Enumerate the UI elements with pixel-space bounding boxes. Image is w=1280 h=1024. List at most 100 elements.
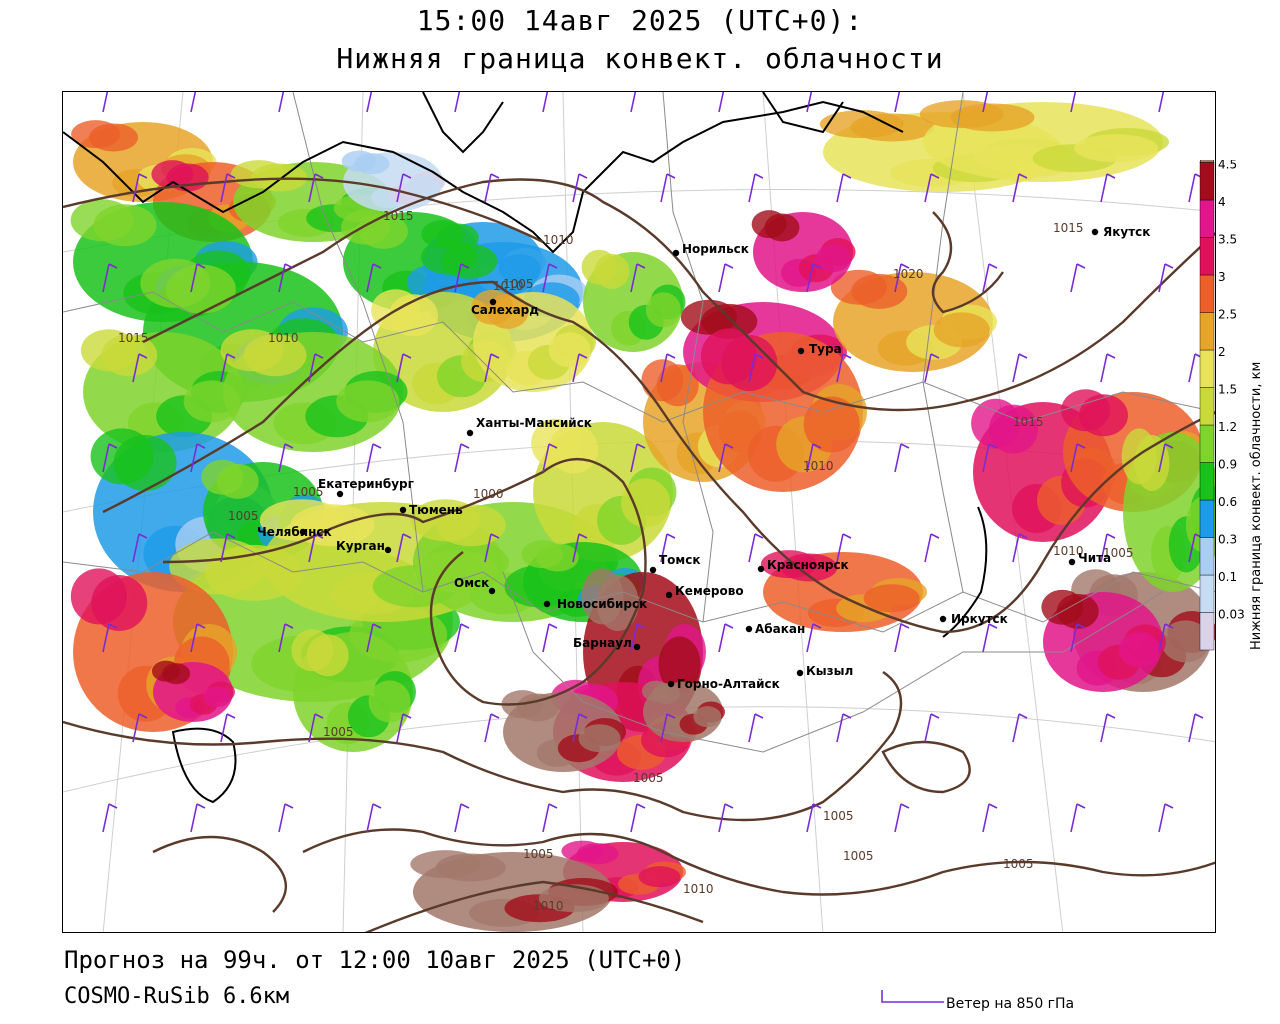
wind-barb <box>718 263 734 293</box>
cloud-patch <box>701 303 758 339</box>
wind-barb <box>1158 803 1174 833</box>
wind-barb <box>454 92 461 113</box>
wind-barb <box>484 713 500 743</box>
legend-arrow-swatch <box>1199 160 1215 163</box>
legend-tick-label: 0.6 <box>1218 495 1237 509</box>
isobar-label: 1005 <box>843 849 874 863</box>
wind-barb <box>454 263 470 293</box>
cloud-patch <box>441 243 498 279</box>
legend-tick-label: 3.5 <box>1218 233 1237 247</box>
wind-barb <box>278 92 285 113</box>
city-markers: Якутск Норильск Салехард Тура Ханты-Мансийск… <box>257 225 1150 691</box>
city-dot <box>672 249 680 257</box>
legend-swatch <box>1199 199 1215 238</box>
wind-barb <box>220 173 236 203</box>
legend-tick-label: 1.5 <box>1218 383 1237 397</box>
wind-barb <box>806 263 822 293</box>
cloud-patch <box>91 574 148 631</box>
wind-barb <box>542 263 558 293</box>
isobar-label: 1005 <box>228 509 259 523</box>
wind-barb <box>278 443 294 473</box>
legend-swatch <box>1199 274 1215 313</box>
wind-barb <box>366 443 382 473</box>
cloud-patch <box>165 264 236 314</box>
forecast-run-info: Прогноз на 99ч. от 12:00 10авг 2025 (UTC… <box>64 946 686 974</box>
isobar-label: 1010 <box>533 899 564 913</box>
wind-barb <box>1070 623 1086 653</box>
city-label: Ханты-Мансийск <box>476 416 592 430</box>
cloud-patch <box>368 680 411 723</box>
cloud-patch <box>101 334 158 377</box>
isobar-label: 1005 <box>323 725 354 739</box>
cloud-patch <box>656 364 699 407</box>
legend-swatch <box>1199 162 1215 201</box>
wind-barb <box>924 353 940 383</box>
cloud-patch <box>781 553 838 582</box>
cloud-patch <box>89 123 139 152</box>
wind-barb <box>102 803 118 833</box>
wind-barb <box>894 92 901 113</box>
city-dot <box>665 591 673 599</box>
legend-title: Нижняя граница конвект. облачности, км <box>1249 362 1264 650</box>
model-name: COSMO-RuSib 6.6км <box>64 984 290 1009</box>
wind-barb <box>748 713 764 743</box>
wind-barb <box>572 353 588 383</box>
isobar-label: 1010 <box>268 331 299 345</box>
isobar-label: 1010 <box>493 279 524 293</box>
wind-barb <box>660 353 676 383</box>
isobar-label: 1015 <box>1013 415 1044 429</box>
cloud-patch <box>578 724 621 753</box>
wind-barb <box>366 623 382 653</box>
city-dot <box>797 347 805 355</box>
wind-barb <box>718 443 734 473</box>
city-dot <box>543 600 551 608</box>
wind-legend: Ветер на 850 гПа <box>880 986 1180 1016</box>
isobar-label: 1005 <box>1103 546 1134 560</box>
city-dot <box>633 643 641 651</box>
city-label: Горно-Алтайск <box>677 677 780 691</box>
wind-barb <box>982 263 998 293</box>
isobar-label: 1005 <box>633 771 664 785</box>
wind-barb <box>102 263 118 293</box>
cloud-patch <box>435 504 506 547</box>
wind-barb <box>630 92 637 113</box>
wind-barb <box>718 803 734 833</box>
cloud-patch <box>721 334 778 391</box>
city-label: Тура <box>809 342 842 356</box>
wind-barb <box>278 263 294 293</box>
cloud-patch <box>950 103 1035 132</box>
cloud-patch <box>290 504 375 547</box>
wind-barb <box>132 713 148 743</box>
wind-barb <box>924 173 940 203</box>
wind-barb <box>454 623 470 653</box>
city-dot <box>757 565 765 573</box>
wind-barb <box>836 173 852 203</box>
color-legend: 0.03 0.1 0.3 0.6 0.9 1.2 1.5 2 2.5 3 3.5 4 4.5 Нижня… <box>1199 160 1264 651</box>
wind-barb <box>308 713 324 743</box>
legend-swatch <box>1199 424 1215 463</box>
wind-barb <box>572 533 588 563</box>
wind-barb <box>1012 173 1028 203</box>
city-dot <box>336 490 344 498</box>
wind-barb <box>454 803 470 833</box>
cloud-patch <box>389 294 439 337</box>
legend-tick-label: 0.3 <box>1218 533 1237 547</box>
wind-barb <box>806 803 822 833</box>
legend-tick-label: 1.2 <box>1218 420 1237 434</box>
city-label: Тюмень <box>409 503 463 517</box>
isobar-label: 1015 <box>1053 221 1084 235</box>
cloud-patch <box>594 253 630 289</box>
legend-tick-label: 0.1 <box>1218 570 1237 584</box>
wind-barb <box>718 92 725 113</box>
wind-barb <box>572 713 588 743</box>
wind-barb <box>748 533 764 563</box>
cloud-patch <box>243 334 307 377</box>
wind-barb <box>132 353 148 383</box>
wind-barb <box>630 803 646 833</box>
wind-barb <box>132 533 148 563</box>
wind-barb <box>542 623 558 653</box>
wind-barb <box>806 443 822 473</box>
wind-barb <box>894 263 910 293</box>
wind-barb <box>630 443 646 473</box>
cloud-patch <box>863 584 920 613</box>
